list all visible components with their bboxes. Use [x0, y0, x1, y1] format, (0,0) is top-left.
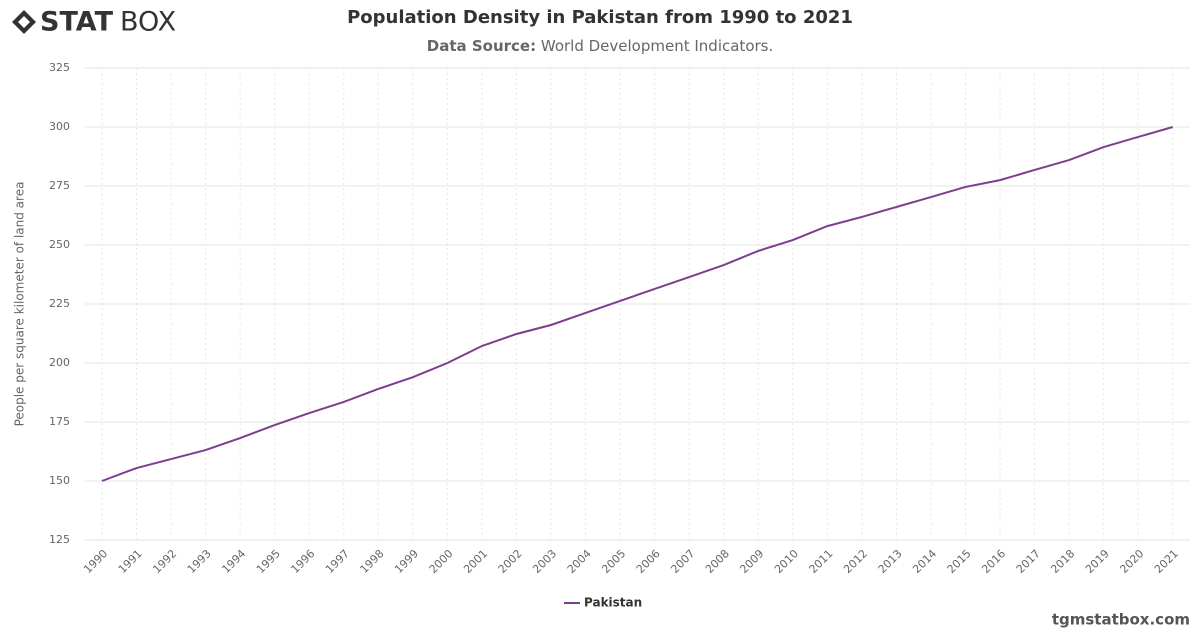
x-tick-label: 2004 [565, 547, 594, 576]
x-tick-label: 2014 [910, 547, 939, 576]
y-tick-label: 300 [49, 120, 70, 133]
y-tick-label: 275 [49, 179, 70, 192]
x-tick-label: 1997 [323, 547, 352, 576]
x-tick-label: 2001 [461, 547, 490, 576]
x-tick-label: 2021 [1152, 547, 1181, 576]
x-tick-label: 1991 [116, 547, 145, 576]
x-tick-label: 2011 [807, 547, 836, 576]
logo: STAT BOX [12, 7, 176, 38]
x-tick-label: 2009 [737, 547, 766, 576]
x-tick-label: 2010 [772, 547, 801, 576]
chart-title: Population Density in Pakistan from 1990… [347, 7, 853, 28]
y-tick-label: 225 [49, 297, 70, 310]
x-tick-label: 2019 [1083, 547, 1112, 576]
source-label: Data Source: [427, 37, 536, 55]
x-tick-label: 1995 [254, 547, 283, 576]
x-tick-label: 1990 [81, 547, 110, 576]
y-tick-label: 175 [49, 415, 70, 428]
x-tick-label: 2003 [530, 547, 559, 576]
x-tick-label: 2015 [945, 547, 974, 576]
x-tick-label: 2018 [1048, 547, 1077, 576]
y-tick-label: 200 [49, 356, 70, 369]
line [101, 126, 1174, 482]
x-tick-label: 1996 [288, 547, 317, 576]
x-tick-label: 2012 [841, 547, 870, 576]
y-axis-label: People per square kilometer of land area [13, 182, 27, 427]
x-tick-label: 2020 [1117, 547, 1146, 576]
logo-icon [12, 10, 36, 34]
y-tick-label: 325 [49, 61, 70, 74]
footer: tgmstatbox.com [1052, 611, 1190, 629]
x-tick-label: 1993 [185, 547, 214, 576]
x-tick-label: 1992 [150, 547, 179, 576]
x-tick-label: 1998 [358, 547, 387, 576]
x-tick-label: 2007 [668, 547, 697, 576]
x-tick-label: 2000 [427, 547, 456, 576]
x-tick-label: 2016 [979, 547, 1008, 576]
x-tick-label: 2013 [876, 547, 905, 576]
x-tick-label: 2005 [599, 547, 628, 576]
x-tick-label: 1994 [219, 547, 248, 576]
logo-bold: STAT [40, 7, 114, 38]
legend-label: Pakistan [584, 596, 642, 610]
source: World Development Indicators. [541, 37, 773, 55]
y-tick-label: 125 [49, 533, 70, 546]
x-tick-label: 2008 [703, 547, 732, 576]
x-tick-label: 2002 [496, 547, 525, 576]
x-tick-label: 1999 [392, 547, 421, 576]
x-tick-label: 2017 [1014, 547, 1043, 576]
x-tick-label: 2006 [634, 547, 663, 576]
logo-light: BOX [120, 7, 176, 38]
y-tick-label: 150 [49, 474, 70, 487]
subtitle: Data Source: World Development Indicator… [427, 37, 774, 55]
y-tick-label: 250 [49, 238, 70, 251]
